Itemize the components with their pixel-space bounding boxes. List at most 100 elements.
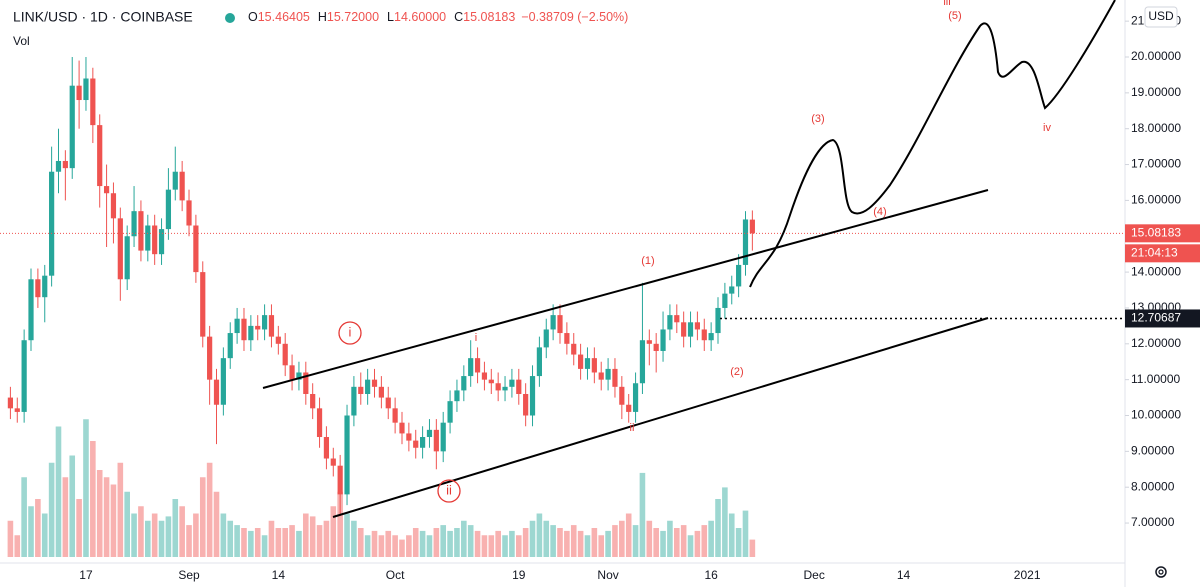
x-tick-label: Oct xyxy=(386,568,405,582)
wave-label: (5) xyxy=(948,10,961,22)
volume-bar xyxy=(371,530,378,557)
settings-button[interactable] xyxy=(1155,566,1167,578)
y-tick-label: 7.00000 xyxy=(1131,515,1175,529)
candle-layer xyxy=(0,57,1125,516)
candle-body xyxy=(248,325,254,341)
candle-body xyxy=(289,365,295,380)
candle-body xyxy=(268,315,275,337)
volume-bar xyxy=(357,528,364,557)
last-price-box xyxy=(1125,224,1200,243)
y-tick-label: 8.00000 xyxy=(1131,479,1175,493)
x-tick-label: Dec xyxy=(804,568,825,582)
currency-button[interactable]: USD xyxy=(1144,6,1178,28)
candle-body xyxy=(722,293,728,308)
chart-title: LINK/USD · 1D · COINBASE xyxy=(13,9,193,25)
volume-bar xyxy=(722,487,728,557)
legend-value: 15.46405 xyxy=(258,10,310,24)
volume-bar xyxy=(728,513,735,557)
wave-label: (1) xyxy=(641,255,654,267)
volume-bar xyxy=(612,525,618,557)
candle-body xyxy=(598,372,604,380)
channel-lower xyxy=(332,317,989,518)
candle-body xyxy=(351,386,357,416)
volume-bar xyxy=(543,520,550,557)
candle-body xyxy=(687,322,694,337)
candle-body xyxy=(255,325,261,330)
x-tick-label: 16 xyxy=(704,568,718,582)
y-tick-label: 17.00000 xyxy=(1131,157,1181,171)
volume-bar xyxy=(220,513,227,557)
volume-bar xyxy=(605,530,611,557)
volume-bar xyxy=(330,506,337,557)
candle-body xyxy=(323,437,330,459)
candle-body xyxy=(193,225,199,273)
candle-body xyxy=(426,429,433,438)
candle-body xyxy=(371,379,378,387)
volume-bar xyxy=(406,535,412,557)
candle-body xyxy=(433,429,439,452)
volume-bar xyxy=(124,491,130,557)
candle-body xyxy=(529,376,536,416)
candle-body xyxy=(578,354,584,369)
volume-bar xyxy=(199,477,206,557)
volume-bar xyxy=(412,528,419,557)
settings-icon-core[interactable] xyxy=(1158,569,1164,575)
currency-box[interactable] xyxy=(1144,6,1178,28)
candle-body xyxy=(674,315,680,323)
candle-body xyxy=(261,315,268,330)
volume-bar xyxy=(564,530,570,557)
candle-body xyxy=(736,264,742,287)
hline-box xyxy=(1125,309,1200,328)
volume-bar xyxy=(14,535,21,557)
candle-body xyxy=(749,219,755,234)
candle-body xyxy=(742,219,749,265)
candle-body xyxy=(234,318,240,334)
candle-body xyxy=(330,458,336,466)
candle-body xyxy=(172,171,178,190)
candle-body xyxy=(729,286,735,294)
volume-bar xyxy=(179,506,185,557)
candle-body xyxy=(241,318,247,341)
volume-bar xyxy=(646,520,653,557)
wave-label: iii xyxy=(943,0,950,8)
candle-body xyxy=(632,383,639,412)
candle-body xyxy=(605,368,611,380)
candle-body xyxy=(536,347,542,377)
candle-body xyxy=(186,200,192,226)
volume-bar xyxy=(625,513,632,557)
volume-bar xyxy=(694,530,701,557)
candle-body xyxy=(495,383,501,391)
volume-bar xyxy=(619,520,625,557)
volume-bar xyxy=(90,441,96,557)
volume-bar xyxy=(364,535,371,557)
candle-body xyxy=(557,315,563,334)
x-tick-label: Nov xyxy=(597,568,618,582)
volume-bar xyxy=(529,520,536,557)
candle-body xyxy=(413,440,419,448)
volume-bar xyxy=(577,530,584,557)
candle-body xyxy=(124,236,130,280)
volume-bar xyxy=(62,477,69,557)
volume-bar xyxy=(248,530,254,557)
candle-body xyxy=(440,422,446,452)
volume-bar xyxy=(598,535,605,557)
candle-body xyxy=(165,189,172,230)
candle-body xyxy=(90,78,96,126)
candle-body xyxy=(138,211,144,251)
volume-bar xyxy=(467,525,474,557)
currency-label[interactable]: USD xyxy=(1148,9,1174,23)
settings-icon[interactable] xyxy=(1155,566,1167,578)
volume-bar xyxy=(687,535,694,557)
y-tick-label: 20.00000 xyxy=(1131,49,1181,63)
candle-body xyxy=(461,376,467,391)
candle-body xyxy=(399,422,405,434)
legend-key: H xyxy=(318,10,327,24)
candle-body xyxy=(97,125,103,187)
volume-bar xyxy=(495,530,501,557)
volume-bar xyxy=(660,530,666,557)
volume-bar xyxy=(351,520,357,557)
volume-bar xyxy=(653,528,659,557)
annotation-circle xyxy=(338,321,362,345)
volume-bar xyxy=(28,506,34,557)
